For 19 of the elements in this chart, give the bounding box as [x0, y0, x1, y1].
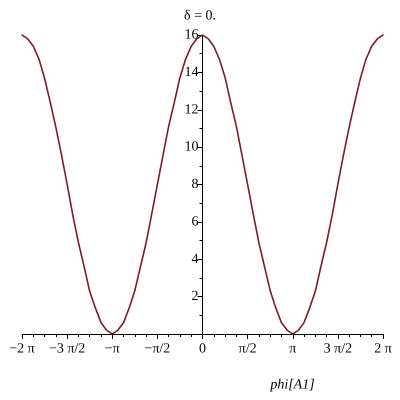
y-tick-label: 10 [184, 140, 198, 155]
x-tick-label: −2 π [9, 342, 35, 356]
y-tick-label: 14 [184, 64, 198, 80]
x-tick-label: 2 π [374, 342, 392, 356]
x-tick-label: π/2 [238, 342, 257, 356]
chart-title: δ = 0. [184, 8, 216, 24]
x-tick-label: −π/2 [144, 342, 170, 356]
x-tick-label: π [289, 342, 296, 356]
x-tick-label: −3 π/2 [48, 342, 86, 356]
y-tick-label: 12 [184, 102, 198, 118]
x-tick-label: 0 [199, 342, 206, 356]
x-tick-label: −π [104, 342, 120, 356]
y-tick-label: 6 [192, 214, 198, 230]
y-tick-label: 4 [192, 252, 198, 267]
x-tick-label: 3 π/2 [324, 342, 352, 356]
y-tick-label: 8 [192, 177, 198, 192]
x-axis-title: phi[A1] [269, 378, 315, 392]
y-tick-label: 16 [184, 28, 198, 42]
y-tick-label: 2 [192, 289, 198, 304]
